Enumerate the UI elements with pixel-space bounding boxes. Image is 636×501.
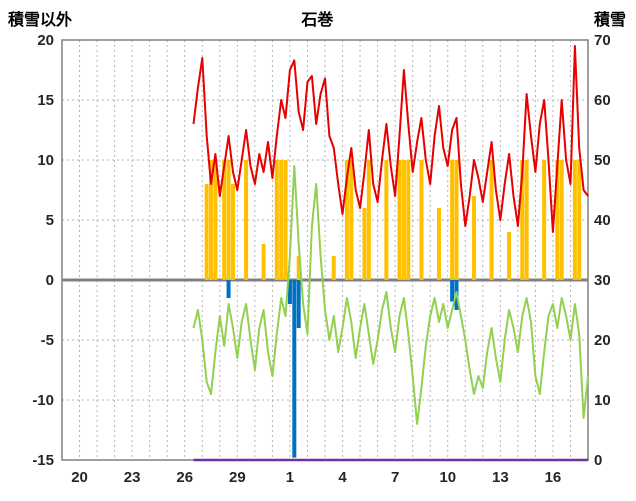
yellow-bars-bar [349, 160, 354, 280]
x-axis-tick-label: 4 [338, 469, 347, 486]
x-axis-tick-label: 20 [71, 469, 88, 486]
yellow-bars-bar [555, 160, 560, 280]
y-axis-right-tick-label: 70 [594, 32, 611, 49]
x-axis-tick-label: 7 [391, 469, 399, 486]
yellow-bars-bar [406, 160, 411, 280]
yellow-bars-bar [296, 256, 301, 280]
yellow-bars-bar [559, 160, 564, 280]
yellow-bars-bar [507, 232, 512, 280]
blue-bars-bar [450, 280, 455, 302]
blue-bars-bar [292, 280, 297, 458]
yellow-bars-bar [261, 244, 266, 280]
yellow-bars-bar [226, 160, 231, 280]
yellow-bars-bar [384, 160, 389, 280]
yellow-bars-bar [524, 160, 529, 280]
y-axis-left-tick-label: 10 [37, 152, 54, 169]
right-axis-title: 積雪 [593, 12, 626, 29]
y-axis-left-tick-label: 5 [46, 212, 54, 229]
left-axis-title: 積雪以外 [8, 12, 73, 29]
yellow-bars-bar [472, 196, 477, 280]
yellow-bars-bar [230, 184, 235, 280]
yellow-bars-bar [397, 160, 402, 280]
blue-bars-bar [226, 280, 231, 298]
yellow-bars-bar [419, 160, 424, 280]
yellow-bars-bar [204, 184, 209, 280]
yellow-bars-bar [454, 160, 459, 280]
yellow-bars-bar [222, 160, 227, 280]
x-axis-tick-label: 16 [545, 469, 562, 486]
yellow-bars-bar [401, 160, 406, 280]
y-axis-right-tick-label: 0 [594, 452, 602, 469]
yellow-bars-bar [213, 160, 218, 280]
y-axis-left-tick-label: -5 [41, 332, 54, 349]
yellow-bars-bar [274, 160, 279, 280]
yellow-bars-bar [436, 208, 441, 280]
yellow-bars-bar [450, 160, 455, 280]
y-axis-left-tick-label: 15 [37, 92, 54, 109]
y-axis-right-tick-label: 30 [594, 272, 611, 289]
y-axis-right-tick-label: 40 [594, 212, 611, 229]
yellow-bars-bar [542, 160, 547, 280]
x-axis-tick-label: 29 [229, 469, 246, 486]
yellow-bars-bar [283, 160, 288, 280]
red-line [192, 45, 589, 233]
yellow-bars-bar [209, 160, 214, 280]
y-axis-right-tick-label: 20 [594, 332, 611, 349]
yellow-bars-bar [489, 160, 494, 280]
green-line [192, 165, 589, 425]
station-title: 石巻 [301, 12, 334, 29]
yellow-bars-bar [362, 208, 367, 280]
y-axis-right-tick-label: 60 [594, 92, 611, 109]
x-axis-tick-label: 1 [286, 469, 294, 486]
y-axis-right-tick-label: 10 [594, 392, 611, 409]
x-axis-tick-label: 23 [124, 469, 141, 486]
yellow-bars-bar [520, 160, 525, 280]
x-axis-tick-label: 10 [439, 469, 456, 486]
yellow-bars-bar [331, 256, 336, 280]
y-axis-left-tick-label: 0 [46, 272, 54, 289]
yellow-bars-bar [244, 160, 249, 280]
yellow-bars-bar [366, 160, 371, 280]
yellow-bars-bar [279, 160, 284, 280]
x-axis-tick-label: 26 [176, 469, 193, 486]
y-axis-right-tick-label: 50 [594, 152, 611, 169]
yellow-bars-bar [344, 160, 349, 280]
x-axis-tick-label: 13 [492, 469, 509, 486]
y-axis-left-tick-label: 20 [37, 32, 54, 49]
yellow-bars-bar [572, 160, 577, 280]
yellow-bars-bar [577, 160, 582, 280]
y-axis-left-tick-label: -10 [32, 392, 54, 409]
blue-bars-bar [287, 280, 292, 304]
y-axis-left-tick-label: -15 [32, 452, 54, 469]
blue-bars-bar [296, 280, 301, 328]
